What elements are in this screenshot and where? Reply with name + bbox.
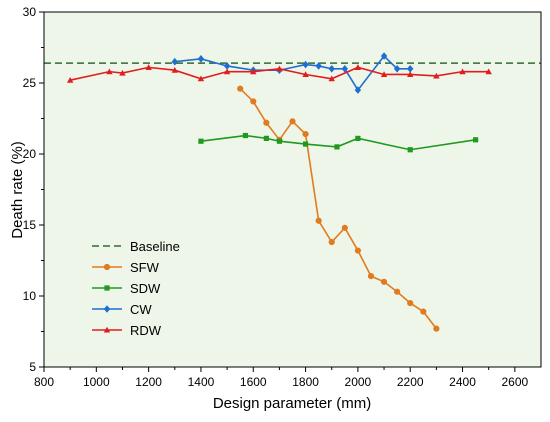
x-tick-label: 1200 [135,375,162,389]
legend-marker-cw [103,305,111,313]
data-point-sdw [355,135,361,141]
legend-label-sfw: SFW [130,260,160,275]
data-point-rdw [433,72,440,79]
data-point-cw [341,65,349,73]
data-point-cw [171,57,178,66]
x-tick-label: 2200 [397,375,424,389]
plot-background [44,12,541,367]
data-point-sfw [237,85,244,92]
legend-label-rdw: RDW [130,323,162,338]
data-point-sfw [341,224,348,231]
data-point-sfw [315,217,322,224]
x-tick-label: 1600 [240,375,267,389]
data-point-rdw [354,64,362,70]
data-point-sfw [250,98,257,105]
data-point-sfw [367,273,375,280]
x-tick-label: 2400 [449,375,476,389]
data-point-cw [328,65,335,73]
data-point-sfw [380,278,388,285]
chart-marks [44,52,541,332]
data-point-rdw [223,68,231,75]
y-tick-label: 15 [23,218,37,232]
x-axis-label: Design parameter (mm) [213,395,371,412]
legend-label-sdw: SDW [130,281,161,296]
data-point-sfw [420,308,427,315]
data-point-sdw [407,147,413,153]
legend-marker-sfw [103,263,111,271]
data-point-rdw [407,71,414,78]
x-tick-label: 800 [34,375,54,389]
data-point-rdw [197,75,205,82]
data-point-sfw [394,288,401,295]
x-tick-label: 1000 [83,375,110,389]
legend-label-baseline: Baseline [130,239,180,254]
x-tick-label: 1400 [188,375,215,389]
data-point-cw [393,65,401,73]
data-point-rdw [145,64,152,70]
x-tick-label: 2600 [501,375,528,389]
data-point-sdw [334,144,340,150]
data-point-cw [302,60,309,69]
data-point-rdw [106,68,113,75]
data-point-sfw [328,238,335,246]
y-tick-label: 5 [29,360,36,374]
data-point-sfw [302,131,309,138]
data-point-sfw [407,300,414,307]
data-point-cw [223,62,231,70]
data-point-sdw [473,137,479,143]
x-tick-label: 2000 [345,375,372,389]
data-point-rdw [250,68,257,75]
y-tick-label: 30 [23,5,37,19]
data-point-sfw [263,119,270,126]
data-point-cw [197,55,205,63]
data-point-sfw [354,247,361,254]
data-point-rdw [380,71,388,78]
data-point-sdw [302,141,309,147]
legend-marker-rdw [103,326,111,333]
x-tick-label: 1800 [292,375,319,389]
legend-marker-sdw [104,285,110,291]
data-point-rdw [171,67,178,73]
y-tick-label: 25 [23,76,37,90]
data-point-rdw [119,69,126,76]
data-point-rdw [276,65,283,72]
data-point-sfw [433,325,440,332]
data-point-sdw [242,132,249,139]
data-point-cw [380,52,388,60]
data-point-sdw [198,138,204,144]
data-point-cw [315,62,322,70]
data-point-sdw [263,135,269,141]
data-point-rdw [485,68,492,75]
data-point-cw [407,65,414,73]
data-point-rdw [66,76,74,83]
legend: Baseline SFW SDW CW RDW [92,239,180,338]
series-line-sfw [239,88,438,330]
data-point-rdw [328,75,335,82]
data-point-sdw [276,138,283,144]
axes: 800 1000 1200 1400 1600 1800 2000 2200 2400 2600 5… [23,5,529,389]
data-point-rdw [302,71,309,78]
y-tick-label: 20 [23,147,37,161]
y-tick-label: 10 [23,289,37,303]
data-point-cw [354,86,362,94]
legend-label-cw: CW [130,302,152,317]
data-point-rdw [459,68,466,75]
y-axis-label: Death rate (%) [9,141,26,239]
data-point-sfw [289,118,296,125]
